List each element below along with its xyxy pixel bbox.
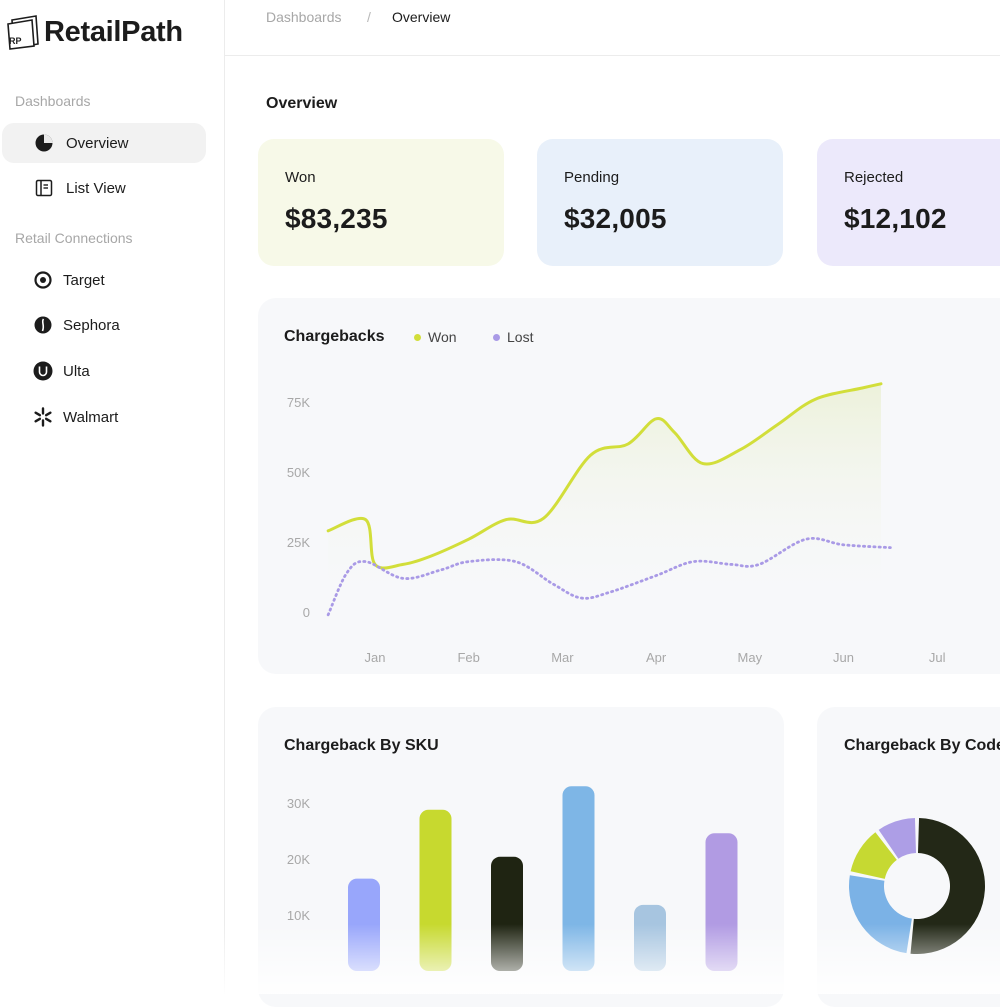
bar-sku-2[interactable] [419,809,452,971]
bar-sku-1[interactable] [348,878,380,971]
stat-value: $83,235 [285,203,388,234]
stat-card-won[interactable]: Won $83,235 [258,139,504,266]
legend-swatch [493,333,500,341]
legend-label: Won [428,329,457,345]
x-tick-label: May [738,650,763,665]
x-tick-label: Mar [551,650,574,665]
sidebar-item-label: List View [66,179,126,197]
donut-slice-3[interactable] [850,832,897,879]
bar-sku-4[interactable] [562,786,595,971]
sidebar-item-label: Walmart [63,408,119,426]
sephora-logo-icon [33,315,53,335]
sidebar-item-walmart[interactable]: Walmart [2,397,206,437]
list-view-icon [34,178,54,198]
stat-card-pending[interactable]: Pending $32,005 [537,139,783,266]
pie-chart-icon [34,133,54,153]
x-tick-label: Jan [365,650,386,665]
retailpath-logo-icon: RP [6,14,40,50]
breadcrumb-root[interactable]: Dashboards [266,9,342,25]
y-tick-label: 30K [287,796,310,811]
sidebar-item-target[interactable]: Target [2,260,206,300]
won-area-fill [328,383,881,612]
legend-swatch [414,333,421,341]
stat-card-rejected[interactable]: Rejected $12,102 [817,139,1000,266]
code-title: Chargeback By Code [844,737,1000,754]
stat-label: Won [285,169,316,186]
y-tick-label: 10K [287,908,310,923]
breadcrumb-separator: / [367,9,371,25]
y-tick-label: 75K [287,395,310,410]
bar-sku-5[interactable] [634,904,666,971]
brand-name: RetailPath [44,15,183,48]
stat-value: $12,102 [844,203,947,234]
series-line-lost [326,537,892,617]
chargebacks-title: Chargebacks [284,328,385,345]
sidebar-item-label: Overview [66,134,129,152]
stat-value: $32,005 [564,203,667,234]
sidebar: RP RetailPath Dashboards Overview List V… [0,0,225,994]
y-tick-label: 25K [287,535,310,550]
donut-slice-1[interactable] [910,818,985,954]
sidebar-item-label: Target [63,271,105,289]
legend-item-lost[interactable]: Lost [493,329,533,345]
top-bar [225,0,1000,56]
y-tick-label: 50K [287,465,310,480]
x-tick-label: Apr [646,650,667,665]
y-tick-label: 20K [287,852,310,867]
sku-title: Chargeback By SKU [284,737,439,754]
legend-item-won[interactable]: Won [414,329,457,345]
nav-section-dashboards: Dashboards [15,93,91,109]
sidebar-item-overview[interactable]: Overview [2,123,206,163]
donut-slice-2[interactable] [849,875,912,954]
y-tick-label: 0 [303,605,310,620]
sidebar-item-ulta[interactable]: Ulta [2,351,206,391]
legend-label: Lost [507,329,534,345]
series-line-won [326,382,883,570]
target-logo-icon [33,270,53,290]
x-tick-label: Feb [457,650,479,665]
brand-logo[interactable]: RP RetailPath [6,14,183,50]
sidebar-item-sephora[interactable]: Sephora [2,305,206,345]
logo-mark-text: RP [9,36,22,46]
nav-section-retail-connections: Retail Connections [15,230,133,246]
donut-slice-4[interactable] [878,818,917,859]
walmart-spark-icon [33,407,53,427]
x-tick-label: Jun [833,650,854,665]
sidebar-item-label: Sephora [63,316,120,334]
bar-sku-3[interactable] [491,856,523,971]
breadcrumb-current: Overview [392,9,451,25]
stat-label: Pending [564,169,620,186]
code-donut-chart [849,818,985,954]
ulta-logo-icon [33,361,53,381]
page-title: Overview [266,95,338,112]
sidebar-item-list-view[interactable]: List View [2,168,206,208]
sidebar-item-label: Ulta [63,362,90,380]
stat-label: Rejected [844,169,904,186]
x-tick-label: Jul [929,650,946,665]
bar-sku-6[interactable] [705,833,738,971]
